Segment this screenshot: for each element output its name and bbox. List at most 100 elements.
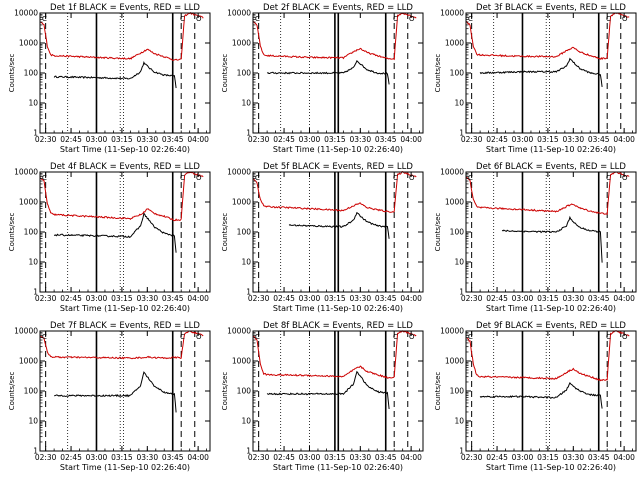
x-tick-label: 02:30 <box>35 135 57 144</box>
y-tick-label: 100 <box>237 228 252 237</box>
x-tick-label: 03:00 <box>299 135 321 144</box>
y-axis-label: Counts/sec <box>8 213 16 252</box>
marker-c: C <box>42 333 47 341</box>
lld-series-line <box>40 171 204 222</box>
x-tick-label: 02:30 <box>461 135 483 144</box>
marker-c: C <box>468 15 473 23</box>
x-axis-label: Start Time (11-Sep-10 02:26:40) <box>486 145 616 154</box>
y-tick-label: 10000 <box>227 327 251 336</box>
x-tick-label: 03:30 <box>562 135 584 144</box>
x-tick-label: 03:45 <box>375 135 397 144</box>
panel-title: Det 6f BLACK = Events, RED = LLD <box>476 162 626 172</box>
events-series-line <box>54 371 177 413</box>
plot-frame <box>39 330 211 452</box>
events-series-line <box>53 60 177 89</box>
lld-series-line <box>40 330 204 360</box>
y-tick-label: 1000 <box>445 357 464 366</box>
events-series-line <box>501 215 603 263</box>
marker-o: O <box>409 333 415 341</box>
panel-1: 02:30 02:45 03:00 03:15 03:30 03:45 04:00 1 10 10… <box>8 3 211 154</box>
y-tick-label: 10000 <box>14 168 38 177</box>
lld-series-line <box>466 171 630 215</box>
panel-title: Det 9f BLACK = Events, RED = LLD <box>476 321 626 331</box>
x-tick-label: 03:00 <box>86 294 108 303</box>
x-tick-label: 03:30 <box>136 135 158 144</box>
y-tick-label: 10000 <box>14 327 38 336</box>
x-tick-label: 04:00 <box>400 294 422 303</box>
x-tick-label: 02:45 <box>60 135 82 144</box>
x-tick-label: 02:45 <box>273 135 295 144</box>
x-tick-label: 04:00 <box>187 294 209 303</box>
y-tick-label: 1000 <box>19 198 38 207</box>
marker-c: C <box>180 174 185 182</box>
lld-series-line <box>253 330 417 379</box>
marker-c: C <box>255 15 260 23</box>
marker-o: O <box>196 333 202 341</box>
y-tick-label: 1000 <box>232 198 251 207</box>
x-tick-label: 03:30 <box>562 453 584 462</box>
y-tick-label: 1 <box>246 129 251 138</box>
lld-series-line <box>253 13 417 61</box>
panel-6: 02:30 02:45 03:00 03:15 03:30 03:45 04:00 1 10 10… <box>434 162 637 313</box>
y-axis-label: Counts/sec <box>434 54 442 93</box>
y-tick-label: 100 <box>450 228 465 237</box>
x-tick-label: 03:30 <box>136 294 158 303</box>
events-series-line <box>479 57 603 87</box>
x-tick-label: 04:00 <box>400 453 422 462</box>
x-tick-label: 04:00 <box>613 294 635 303</box>
marker-c: C <box>42 174 47 182</box>
x-tick-label: 02:30 <box>461 453 483 462</box>
y-tick-label: 1 <box>33 129 38 138</box>
plot-frame <box>39 12 211 134</box>
panel-2: 02:30 02:45 03:00 03:15 03:30 03:45 04:00 1 10 10… <box>221 3 424 154</box>
x-tick-label: 03:00 <box>512 294 534 303</box>
x-tick-label: 02:45 <box>60 294 82 303</box>
x-tick-label: 02:45 <box>486 453 508 462</box>
x-tick-label: 04:00 <box>187 453 209 462</box>
marker-o: O <box>409 174 415 182</box>
y-tick-label: 100 <box>450 69 465 78</box>
lld-series-line <box>40 11 204 61</box>
x-tick-label: 04:00 <box>613 135 635 144</box>
x-tick-label: 03:45 <box>162 453 184 462</box>
y-tick-label: 1000 <box>19 39 38 48</box>
x-tick-label: 03:45 <box>588 294 610 303</box>
x-tick-label: 03:00 <box>299 294 321 303</box>
marker-o: O <box>196 174 202 182</box>
panel-8: 02:30 02:45 03:00 03:15 03:30 03:45 04:00 1 10 10… <box>221 321 424 472</box>
x-tick-label: 03:45 <box>588 453 610 462</box>
y-tick-label: 100 <box>450 387 465 396</box>
marker-c: C <box>180 333 185 341</box>
y-axis-label: Counts/sec <box>434 372 442 411</box>
x-tick-label: 03:45 <box>588 135 610 144</box>
events-series-line <box>479 381 603 409</box>
y-tick-label: 10 <box>28 258 38 267</box>
x-tick-label: 03:00 <box>512 135 534 144</box>
x-tick-label: 03:30 <box>136 453 158 462</box>
panel-9: 02:30 02:45 03:00 03:15 03:30 03:45 04:00 1 10 10… <box>434 321 637 472</box>
y-tick-label: 10000 <box>440 9 464 18</box>
x-tick-label: 03:45 <box>162 135 184 144</box>
x-axis-label: Start Time (11-Sep-10 02:26:40) <box>60 304 190 313</box>
x-tick-label: 03:15 <box>324 453 346 462</box>
x-tick-label: 03:00 <box>299 453 321 462</box>
x-tick-label: 02:45 <box>486 135 508 144</box>
marker-o: O <box>622 174 628 182</box>
x-tick-label: 03:15 <box>324 135 346 144</box>
y-tick-label: 10 <box>28 99 38 108</box>
x-tick-label: 03:30 <box>562 294 584 303</box>
x-axis-label: Start Time (11-Sep-10 02:26:40) <box>273 463 403 472</box>
y-tick-label: 10000 <box>440 168 464 177</box>
marker-o: O <box>409 15 415 23</box>
marker-c: C <box>255 174 260 182</box>
x-tick-label: 02:30 <box>248 294 270 303</box>
events-series-line <box>53 212 177 253</box>
panel-3: 02:30 02:45 03:00 03:15 03:30 03:45 04:00 1 10 10… <box>434 3 637 154</box>
x-axis-label: Start Time (11-Sep-10 02:26:40) <box>486 463 616 472</box>
y-axis-label: Counts/sec <box>221 213 229 252</box>
x-tick-label: 03:15 <box>111 294 133 303</box>
x-tick-label: 02:30 <box>248 453 270 462</box>
panel-title: Det 5f BLACK = Events, RED = LLD <box>263 162 413 172</box>
y-tick-label: 10 <box>241 258 251 267</box>
